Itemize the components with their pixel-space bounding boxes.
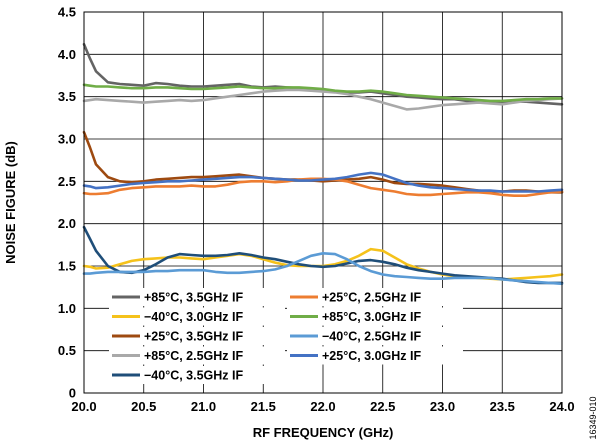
legend-item-bg: [287, 307, 463, 326]
y-tick-label: 3.0: [58, 132, 76, 147]
y-tick-label: 1.0: [58, 301, 76, 316]
legend-label: +25°C, 3.0GHz IF: [322, 349, 421, 363]
x-tick-label: 21.0: [191, 399, 216, 414]
y-tick-label: 2.0: [58, 216, 76, 231]
legend-label: +85°C, 3.0GHz IF: [322, 310, 421, 324]
series-lines: [82, 42, 564, 286]
legend: +85°C, 3.5GHz IF −40°C, 3.0GHz IF +25°C, 3…: [109, 288, 463, 384]
y-axis-title: NOISE FIGURE (dB): [3, 141, 18, 264]
legend-label: −40°C, 3.5GHz IF: [144, 369, 243, 383]
x-tick-label: 24.0: [549, 399, 574, 414]
x-tick-label: 22.0: [310, 399, 335, 414]
x-tick-label: 23.0: [430, 399, 455, 414]
x-tick-labels: 20.0 20.5 21.0 21.5 22.0 22.5 23.0 23.5 24.0: [71, 399, 574, 414]
x-tick-label: 20.5: [131, 399, 156, 414]
x-tick-label: 22.5: [370, 399, 395, 414]
legend-label: +85°C, 2.5GHz IF: [144, 349, 243, 363]
plot-frame: [83, 11, 563, 394]
legend-label: +25°C, 3.5GHz IF: [144, 330, 243, 344]
y-tick-label: 1.5: [58, 259, 76, 274]
figure-id: 16349-010: [588, 396, 598, 439]
legend-item-bg: [109, 307, 285, 326]
x-axis-title: RF FREQUENCY (GHz): [253, 425, 394, 440]
y-tick-labels: 0 0.5 1.0 1.5 2.0 2.5 3.0 3.5 4.0 4.5: [58, 5, 76, 401]
y-tick-label: 4.5: [58, 5, 76, 20]
x-tick-label: 23.5: [490, 399, 515, 414]
series-line-9: [82, 171, 564, 193]
legend-item-bg: [287, 327, 463, 345]
y-tick-label: 3.5: [58, 89, 76, 104]
legend-item-bg: [109, 288, 285, 306]
legend-label: +85°C, 3.5GHz IF: [144, 291, 243, 305]
y-tick-label: 2.5: [58, 174, 76, 189]
legend-label: +25°C, 2.5GHz IF: [322, 291, 421, 305]
series-line-4: [82, 88, 564, 111]
legend-item-bg: [287, 288, 463, 306]
legend-item-bg: [287, 346, 463, 365]
y-tick-label: 4.0: [58, 47, 76, 62]
legend-item-bg: [109, 366, 285, 384]
series-line-7: [82, 83, 564, 103]
y-tick-label: 0: [69, 386, 76, 401]
legend-label: −40°C, 3.0GHz IF: [144, 310, 243, 324]
legend-label: −40°C, 2.5GHz IF: [322, 330, 421, 344]
x-tick-label: 20.0: [71, 399, 96, 414]
legend-item-bg: [109, 327, 285, 345]
series-line-8: [82, 252, 564, 286]
legend-item-bg: [109, 346, 285, 365]
y-tick-label: 0.5: [58, 343, 76, 358]
x-tick-label: 21.5: [251, 399, 276, 414]
